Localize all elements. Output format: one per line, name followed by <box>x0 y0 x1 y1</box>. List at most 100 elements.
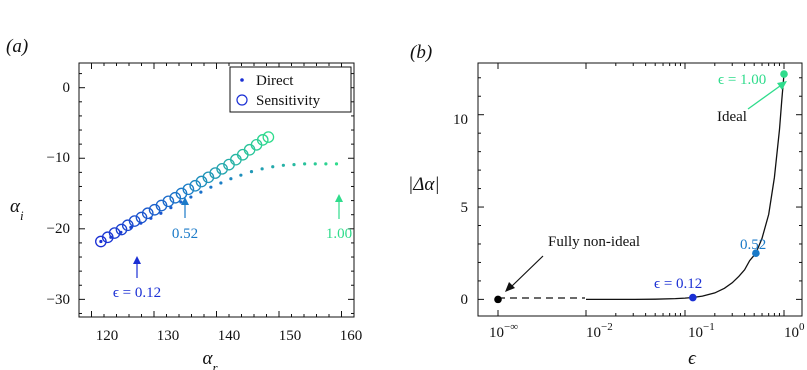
direct-point <box>239 173 243 177</box>
sensitivity-point <box>115 223 128 236</box>
b-xlabel: ϵ <box>688 348 697 369</box>
panel-a-x-ticks: 120 130 140 150 160 <box>96 328 363 344</box>
b-fully-arrowhead <box>505 282 515 292</box>
legend-direct-marker <box>240 78 244 82</box>
direct-point <box>209 185 213 189</box>
direct-point <box>281 163 285 167</box>
sensitivity-point <box>189 179 202 192</box>
sensitivity-point <box>243 143 256 156</box>
a-annot-012: ϵ = 0.12 <box>113 256 161 301</box>
direct-point <box>324 162 328 166</box>
series-sensitivity <box>95 131 275 248</box>
a-xlabel: αr <box>202 348 218 370</box>
direct-point <box>313 162 317 166</box>
a-annot-052: 0.52 <box>172 197 198 242</box>
panel-b-x-ticks: 10−∞ 10−2 10−1 100 <box>489 321 805 341</box>
sensitivity-point <box>141 207 154 220</box>
series-direct <box>99 162 339 244</box>
direct-point <box>99 239 103 244</box>
sensitivity-point <box>175 187 188 200</box>
a-ytick-label: −10 <box>47 150 70 166</box>
a-ylabel: αi <box>10 196 24 223</box>
direct-point <box>303 162 307 166</box>
legend-box <box>229 66 352 113</box>
a-ytick-label: −20 <box>47 221 70 237</box>
sensitivity-point <box>236 148 249 161</box>
direct-point <box>159 211 163 215</box>
sensitivity-point <box>230 153 242 166</box>
b-fully-text: Fully non-ideal <box>548 234 640 250</box>
b-eps012-text: ϵ = 0.12 <box>654 276 702 292</box>
sensitivity-point <box>101 231 114 244</box>
sensitivity-point <box>128 215 141 227</box>
direct-point <box>271 165 275 169</box>
b-eps100-text: ϵ = 1.00 <box>718 72 766 88</box>
panel-b-frame <box>477 62 803 317</box>
sensitivity-point <box>182 183 195 196</box>
sensitivity-point <box>162 195 175 208</box>
b-xtick-label: 10−1 <box>688 321 715 341</box>
direct-point <box>229 177 233 181</box>
b-xtick-label: 100 <box>784 321 805 341</box>
a-xtick-label: 140 <box>218 328 241 344</box>
b-annot-fully: Fully non-ideal <box>505 234 640 292</box>
highlighted-point <box>780 70 788 78</box>
legend-sensitivity-label: Sensitivity <box>256 93 321 109</box>
legend: Direct Sensitivity <box>229 66 352 113</box>
direct-point <box>199 190 203 194</box>
sensitivity-point <box>169 191 182 204</box>
direct-point <box>334 162 339 166</box>
b-xtick-label: 10−2 <box>586 321 613 341</box>
panel-a: (a) 120 130 140 150 160 0 −10 −20 −30 αr… <box>6 36 362 370</box>
a-xtick-label: 160 <box>340 328 363 344</box>
sensitivity-point <box>121 219 134 232</box>
sensitivity-point <box>148 203 161 216</box>
b-ytick-label: 10 <box>453 112 468 128</box>
b-ytick-label: 5 <box>461 200 469 216</box>
b-052-text: 0.52 <box>740 237 766 253</box>
legend-direct-label: Direct <box>256 73 294 89</box>
direct-point <box>179 200 183 204</box>
legend-sensitivity-marker <box>236 94 248 106</box>
sensitivity-point <box>262 131 275 143</box>
direct-point <box>219 181 223 185</box>
b-ideal-arrowhead <box>777 81 787 90</box>
a-arrowhead-052 <box>181 197 189 205</box>
direct-point <box>292 163 296 167</box>
b-ideal-arrow <box>747 85 781 110</box>
b-highlighted-points <box>494 70 788 304</box>
sensitivity-point <box>108 227 121 239</box>
a-arrowhead-012 <box>133 256 141 264</box>
a-annot-100: 1.00 <box>326 194 352 242</box>
b-ytick-label: 0 <box>461 292 469 308</box>
direct-point <box>260 167 264 171</box>
b-curve <box>586 74 785 301</box>
b-xtick-label: 10−∞ <box>489 321 518 341</box>
panel-a-y-ticks: 0 −10 −20 −30 <box>47 80 70 308</box>
sensitivity-point <box>135 211 148 224</box>
sensitivity-point <box>95 235 107 248</box>
panel-b: (b) 0 5 10 10−∞ 10−2 10−1 100 ϵ |Δα| Ful… <box>408 42 805 369</box>
panel-b-y-ticks: 0 5 10 <box>453 112 468 308</box>
sensitivity-point <box>202 171 215 184</box>
a-xtick-label: 150 <box>279 328 302 344</box>
sensitivity-point <box>209 167 222 179</box>
highlighted-point <box>689 293 697 302</box>
a-xtick-label: 130 <box>157 328 180 344</box>
sensitivity-point <box>155 199 168 212</box>
direct-point <box>189 195 193 199</box>
b-annot-ideal: Ideal <box>717 81 787 125</box>
sensitivity-point <box>256 134 269 146</box>
sensitivity-point <box>216 162 228 175</box>
panel-b-label: (b) <box>410 42 432 63</box>
panel-b-tick-marks <box>478 63 802 316</box>
b-fully-arrow <box>511 255 544 287</box>
highlighted-point <box>494 295 502 304</box>
panel-a-label: (a) <box>6 36 28 57</box>
sensitivity-point <box>195 175 208 188</box>
a-ytick-label: −30 <box>47 292 70 308</box>
a-arrowhead-100 <box>335 194 343 202</box>
b-ylabel: |Δα| <box>408 174 440 195</box>
b-ideal-text: Ideal <box>717 109 747 125</box>
